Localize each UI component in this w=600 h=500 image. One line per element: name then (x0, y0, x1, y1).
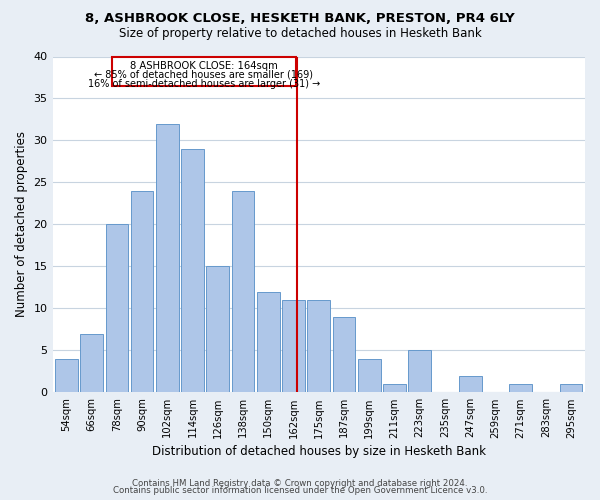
Y-axis label: Number of detached properties: Number of detached properties (15, 132, 28, 318)
Bar (282, 300, 305, 392)
Bar (232, 191, 254, 392)
Bar (257, 292, 280, 392)
Text: 8, ASHBROOK CLOSE, HESKETH BANK, PRESTON, PR4 6LY: 8, ASHBROOK CLOSE, HESKETH BANK, PRESTON… (85, 12, 515, 26)
Bar (332, 317, 355, 392)
Bar (459, 376, 482, 392)
Bar (383, 384, 406, 392)
Bar (55, 358, 78, 392)
X-axis label: Distribution of detached houses by size in Hesketh Bank: Distribution of detached houses by size … (152, 444, 486, 458)
Bar (181, 149, 204, 392)
Bar (206, 266, 229, 392)
Text: 8 ASHBROOK CLOSE: 164sqm: 8 ASHBROOK CLOSE: 164sqm (130, 60, 278, 70)
FancyBboxPatch shape (112, 56, 296, 86)
Text: Contains public sector information licensed under the Open Government Licence v3: Contains public sector information licen… (113, 486, 487, 495)
Bar (409, 350, 431, 393)
Bar (156, 124, 179, 392)
Bar (509, 384, 532, 392)
Bar (106, 224, 128, 392)
Text: Size of property relative to detached houses in Hesketh Bank: Size of property relative to detached ho… (119, 28, 481, 40)
Text: 16% of semi-detached houses are larger (31) →: 16% of semi-detached houses are larger (… (88, 79, 320, 89)
Text: Contains HM Land Registry data © Crown copyright and database right 2024.: Contains HM Land Registry data © Crown c… (132, 478, 468, 488)
Text: ← 85% of detached houses are smaller (169): ← 85% of detached houses are smaller (16… (94, 70, 313, 80)
Bar (131, 191, 154, 392)
Bar (80, 334, 103, 392)
Bar (560, 384, 583, 392)
Bar (307, 300, 330, 392)
Bar (358, 358, 380, 392)
